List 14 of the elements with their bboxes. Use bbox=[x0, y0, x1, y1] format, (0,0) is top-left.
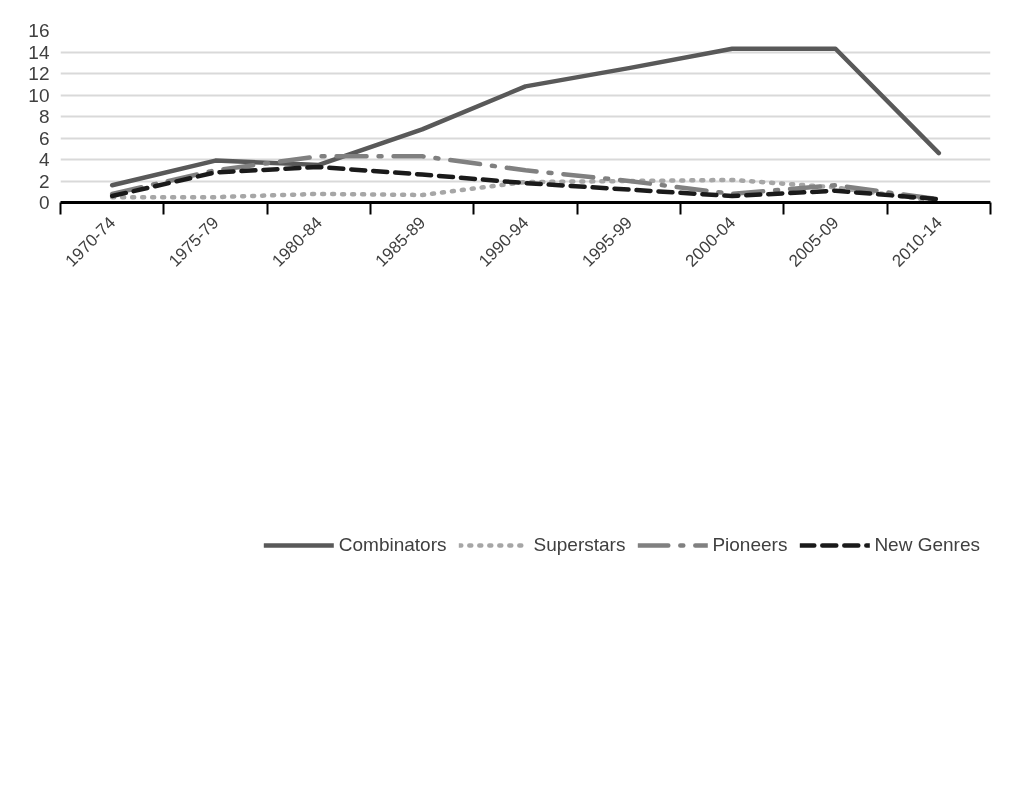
y-tick-label: 0 bbox=[38, 192, 50, 213]
legend-label: New Genres bbox=[874, 534, 980, 556]
y-tick-label: 2 bbox=[38, 170, 50, 192]
legend-label: Superstars bbox=[533, 534, 626, 556]
y-tick-label: 12 bbox=[28, 63, 50, 84]
y-tick-label: 6 bbox=[38, 127, 50, 149]
line-series bbox=[109, 46, 942, 188]
legend-label: Combinators bbox=[338, 534, 447, 556]
y-tick-label: 14 bbox=[28, 41, 50, 63]
y-tick-label: 8 bbox=[38, 106, 50, 127]
y-tick-label: 16 bbox=[28, 20, 50, 41]
y-tick-label: 4 bbox=[38, 149, 50, 170]
y-tick-label: 10 bbox=[28, 84, 50, 106]
legend-label: Pioneers bbox=[712, 534, 788, 556]
